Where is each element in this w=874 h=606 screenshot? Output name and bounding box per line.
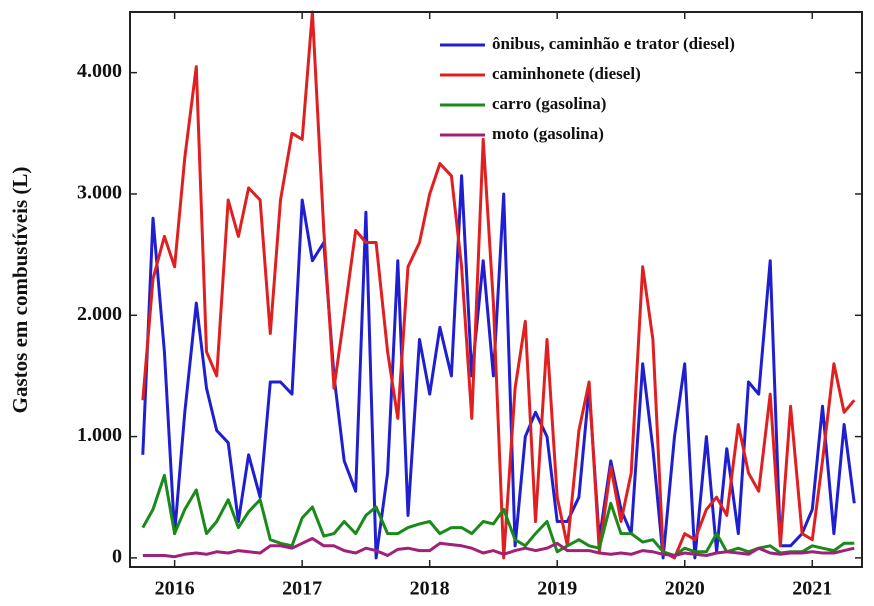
x-tick-label: 2016 bbox=[155, 578, 195, 600]
series-line bbox=[141, 473, 855, 557]
y-tick-label: 4.000 bbox=[77, 60, 122, 82]
x-tick-label: 2021 bbox=[792, 578, 832, 600]
series-line bbox=[141, 174, 856, 560]
y-axis-label: Gastos em combustíveis (L) bbox=[8, 167, 32, 414]
x-tick-label: 2020 bbox=[665, 578, 705, 600]
legend-label: carro (gasolina) bbox=[492, 94, 606, 113]
x-tick-label: 2018 bbox=[410, 578, 450, 600]
legend-label: caminhonete (diesel) bbox=[492, 64, 641, 83]
x-tick-label: 2017 bbox=[282, 578, 322, 600]
series-line bbox=[141, 10, 856, 560]
plot-frame bbox=[129, 11, 863, 568]
y-tick-label: 3.000 bbox=[77, 182, 122, 204]
y-tick-label: 0 bbox=[112, 545, 122, 567]
series-line bbox=[142, 537, 855, 559]
y-tick-label: 1.000 bbox=[77, 424, 122, 446]
legend-label: moto (gasolina) bbox=[492, 124, 604, 143]
y-tick-label: 2.000 bbox=[77, 303, 122, 325]
legend-label: ônibus, caminhão e trator (diesel) bbox=[492, 34, 735, 53]
x-tick-label: 2019 bbox=[537, 578, 577, 600]
